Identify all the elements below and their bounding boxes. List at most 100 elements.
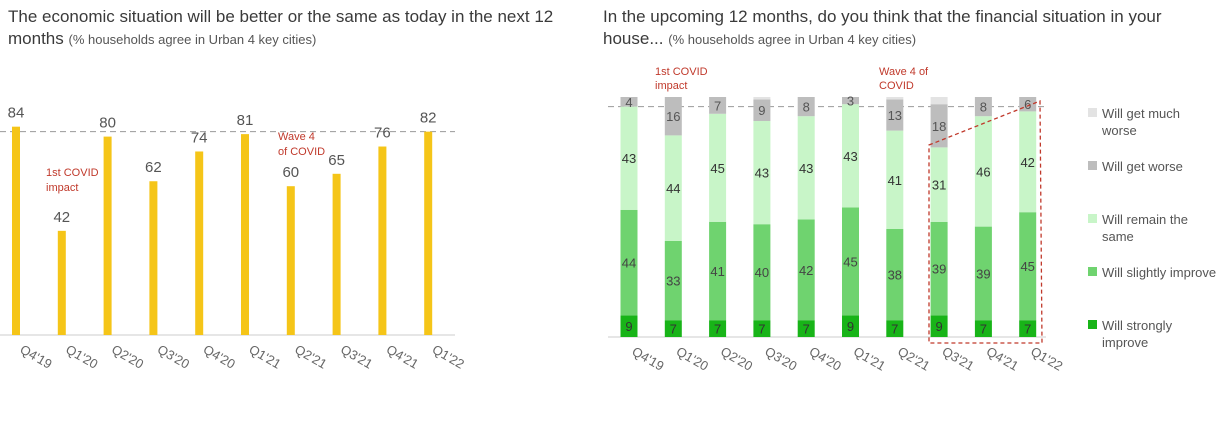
left-bar-2 (103, 136, 112, 335)
stack-slightly-2 (709, 221, 727, 321)
stack-label-strongly-5: 9 (847, 319, 854, 334)
left-tick-label-1: Q1'20 (63, 342, 100, 372)
left-bar-1 (57, 230, 66, 335)
stack-worse-0 (620, 97, 638, 107)
left-bar-value-9: 82 (420, 110, 437, 127)
left-bar-value-7: 65 (328, 152, 345, 169)
stack-worse-6 (886, 99, 904, 131)
stack-label-strongly-8: 7 (980, 322, 987, 337)
stack-label-remain-1: 44 (666, 181, 680, 196)
stack-label-slightly-3: 40 (755, 265, 769, 280)
stack-label-strongly-2: 7 (714, 322, 721, 337)
left-bar-value-6: 60 (282, 164, 299, 181)
left-bar-value-0: 84 (8, 105, 25, 122)
stack-label-worse-1: 16 (666, 109, 680, 124)
left-chart-title: The economic situation will be better or… (8, 6, 568, 51)
left-tick-label-0: Q4'19 (18, 342, 55, 372)
stack-much_worse-6 (886, 97, 904, 100)
legend-swatch (1088, 108, 1097, 117)
stack-label-slightly-2: 41 (710, 264, 724, 279)
left-bar-0 (12, 126, 20, 336)
stack-label-remain-7: 31 (932, 178, 946, 193)
left-tick-label-2: Q2'20 (109, 342, 146, 372)
stack-remain-6 (886, 130, 904, 229)
stack-label-strongly-3: 7 (758, 322, 765, 337)
right-chart-title-sub: (% households agree in Urban 4 key citie… (668, 32, 917, 47)
stack-label-worse-4: 8 (803, 100, 810, 115)
stack-strongly-4 (797, 320, 815, 337)
left-annotation-0-line-0: 1st COVID (46, 167, 99, 179)
left-annotation-1-line-0: Wave 4 (278, 131, 315, 143)
stack-label-slightly-4: 42 (799, 263, 813, 278)
stack-label-slightly-7: 39 (932, 262, 946, 277)
stack-remain-0 (620, 106, 638, 210)
stack-worse-4 (797, 97, 815, 117)
left-tick-label-7: Q3'21 (338, 342, 375, 372)
stack-label-worse-2: 7 (714, 98, 721, 113)
right-annotation-1-line-1: COVID (879, 80, 914, 92)
stack-label-worse-7: 18 (932, 119, 946, 134)
right-tick-label-0: Q4'19 (630, 344, 667, 374)
stack-remain-2 (709, 113, 727, 222)
stack-worse-8 (974, 97, 992, 117)
stack-label-remain-9: 42 (1020, 155, 1034, 170)
left-bar-9 (424, 131, 433, 335)
stack-label-strongly-6: 7 (891, 322, 898, 337)
left-tick-label-6: Q2'21 (292, 342, 329, 372)
stack-label-remain-5: 43 (843, 149, 857, 164)
stack-label-slightly-6: 38 (888, 268, 902, 283)
left-tick-label-4: Q4'20 (201, 342, 238, 372)
stack-strongly-9 (1019, 320, 1037, 337)
left-chart-title-sub: (% households agree in Urban 4 key citie… (68, 32, 317, 47)
legend-label: Will slightly improve (1102, 265, 1217, 280)
stack-worse-2 (709, 97, 727, 114)
right-annotation-0-line-0: 1st COVID (655, 66, 708, 78)
left-bar-value-3: 62 (145, 159, 162, 176)
stack-label-remain-8: 46 (976, 164, 990, 179)
left-bar-3 (149, 181, 158, 335)
stack-remain-1 (664, 135, 682, 241)
stack-label-strongly-9: 7 (1024, 322, 1031, 337)
left-bar-5 (241, 134, 249, 335)
right-tick-label-7: Q3'21 (940, 344, 977, 374)
stack-strongly-7 (930, 315, 948, 337)
stack-label-strongly-1: 7 (670, 322, 677, 337)
legend-swatch (1088, 214, 1097, 223)
stack-label-worse-8: 8 (980, 100, 987, 115)
stack-label-slightly-9: 45 (1020, 259, 1034, 274)
stack-label-remain-2: 45 (710, 161, 724, 176)
legend-label: Will strongly improve (1102, 318, 1173, 350)
left-tick-label-3: Q3'20 (155, 342, 192, 372)
legend-label: Will get much worse (1102, 106, 1181, 138)
legend-swatch (1088, 161, 1097, 170)
left-bar-7 (332, 173, 341, 335)
stack-much_worse-3 (753, 97, 771, 100)
stack-strongly-3 (753, 320, 771, 337)
stack-remain-3 (753, 121, 771, 225)
right-annotation-0-line-1: impact (655, 80, 687, 92)
stack-label-worse-0: 4 (625, 95, 632, 110)
stack-label-remain-0: 43 (622, 151, 636, 166)
stack-label-worse-9: 6 (1024, 97, 1031, 112)
legend-swatch (1088, 267, 1097, 276)
stack-strongly-1 (664, 320, 682, 337)
legend-label: Will remain the same (1102, 212, 1188, 244)
stack-slightly-3 (753, 224, 771, 321)
stack-label-remain-3: 43 (755, 166, 769, 181)
stack-worse-5 (842, 97, 859, 105)
left-tick-label-8: Q4'21 (384, 342, 421, 372)
right-tick-label-5: Q1'21 (851, 344, 888, 374)
stack-label-strongly-7: 9 (935, 319, 942, 334)
stack-remain-9 (1019, 111, 1037, 213)
stack-slightly-1 (664, 241, 682, 321)
stack-strongly-5 (842, 315, 859, 337)
right-chart-title: In the upcoming 12 months, do you think … (603, 6, 1163, 51)
stack-strongly-8 (974, 320, 992, 337)
right-tick-label-6: Q2'21 (895, 344, 932, 374)
right-tick-label-9: Q1'22 (1028, 344, 1065, 374)
legend-swatch (1088, 320, 1097, 329)
stack-much_worse-7 (930, 97, 948, 105)
stack-slightly-8 (974, 226, 992, 321)
stack-remain-7 (930, 147, 948, 222)
